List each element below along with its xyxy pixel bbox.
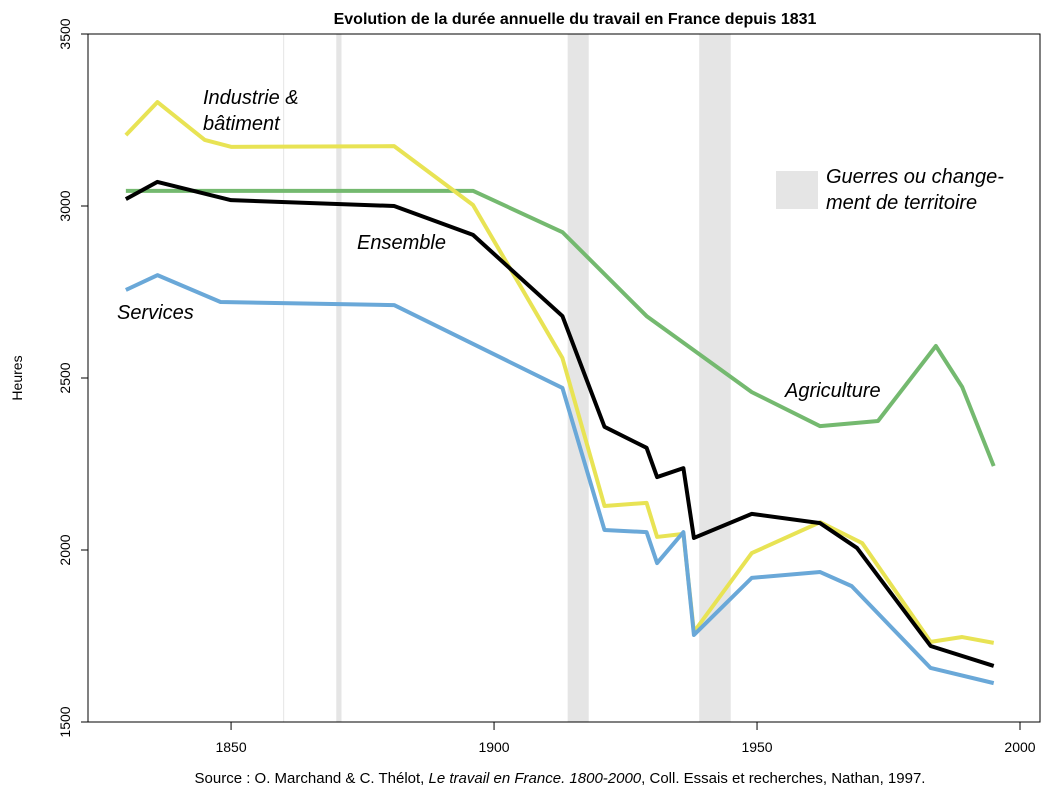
source-part: Le travail en France. 1800-2000 (429, 770, 642, 787)
series-label: Agriculture (784, 380, 881, 402)
series-label: Industrie & bâtiment (203, 87, 299, 135)
chart-title: Evolution de la durée annuelle du travai… (334, 11, 817, 28)
series-label-line: bâtiment (203, 113, 281, 135)
series-line (125, 273, 995, 686)
series-line (125, 188, 996, 467)
series-label: Services (117, 302, 194, 324)
band-legend-label: Guerres ou change- (826, 166, 1004, 188)
band-legend-swatch (776, 171, 818, 209)
x-tick-label: 1900 (478, 739, 509, 755)
x-tick-label: 1950 (741, 739, 772, 755)
series-line (124, 179, 995, 668)
y-tick-label: 1500 (57, 706, 73, 737)
source: Source : O. Marchand & C. Thélot, Le tra… (195, 770, 926, 787)
war-band (567, 34, 589, 722)
war-band (336, 34, 342, 722)
x-tick-label: 1850 (215, 739, 246, 755)
band-legend-label: ment de territoire (826, 192, 977, 214)
y-tick-label: 2500 (57, 362, 73, 393)
series-label-line: Industrie & (203, 87, 299, 109)
source-part: Source : O. Marchand & C. Thélot, (195, 770, 429, 787)
y-tick-label: 2000 (57, 534, 73, 565)
x-tick-label: 2000 (1004, 739, 1035, 755)
plot-frame (87, 33, 1041, 723)
y-axis-label: Heures (9, 355, 25, 400)
y-tick-label: 3000 (57, 190, 73, 221)
source-part: , Coll. Essais et recherches, Nathan, 19… (641, 770, 925, 787)
y-tick-label: 3500 (57, 18, 73, 49)
series-label: Ensemble (357, 232, 446, 254)
war-band (699, 34, 731, 722)
war-band (283, 34, 285, 722)
series-line (124, 100, 995, 645)
